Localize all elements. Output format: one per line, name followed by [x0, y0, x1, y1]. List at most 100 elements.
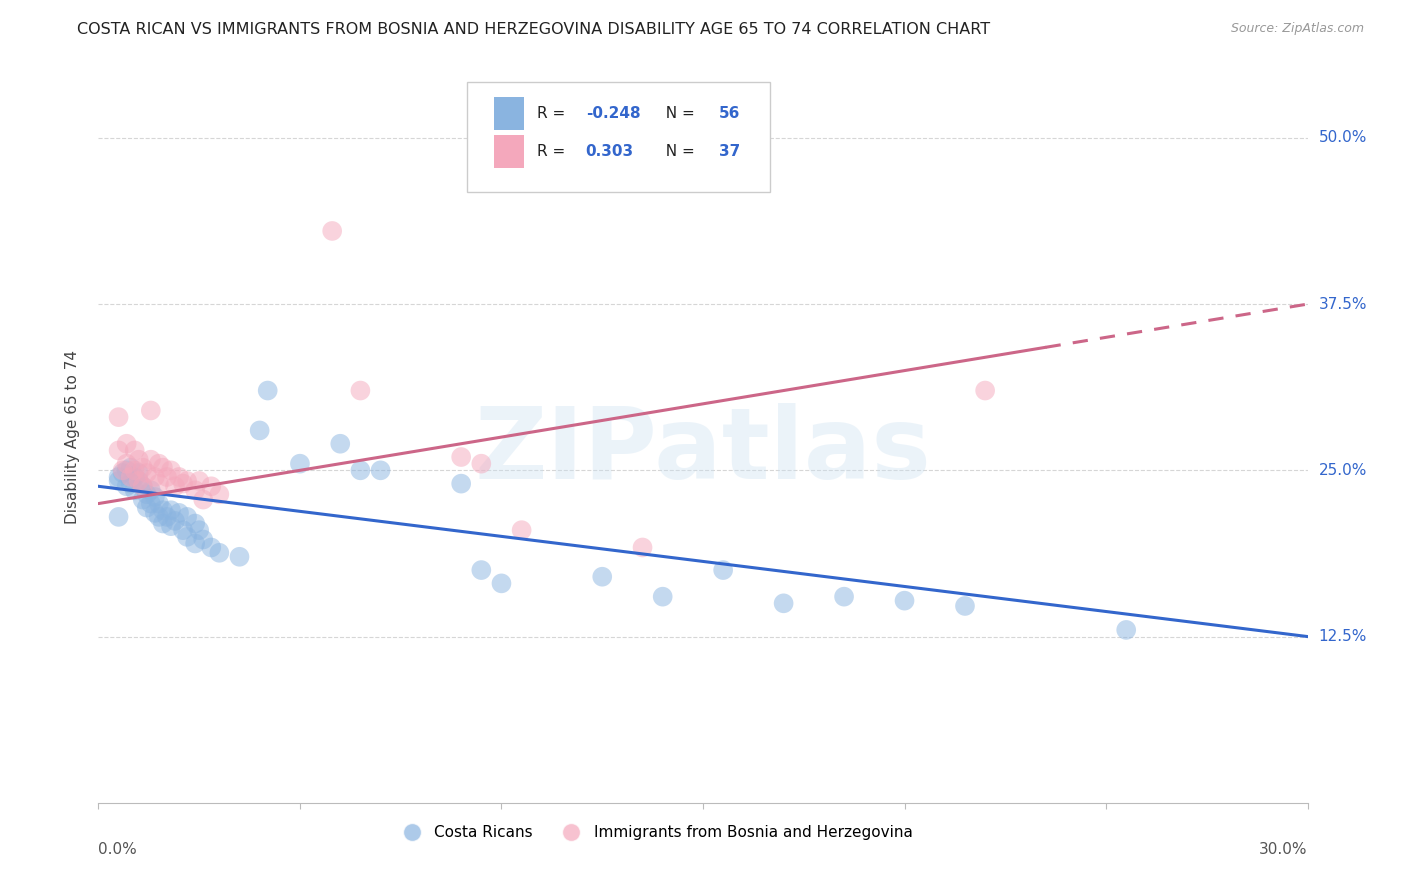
Point	[156, 470, 179, 484]
Point	[132, 479, 155, 493]
Point	[591, 570, 613, 584]
Point	[193, 533, 215, 547]
Text: 30.0%: 30.0%	[1260, 842, 1308, 856]
Text: COSTA RICAN VS IMMIGRANTS FROM BOSNIA AND HERZEGOVINA DISABILITY AGE 65 TO 74 CO: COSTA RICAN VS IMMIGRANTS FROM BOSNIA AN…	[77, 22, 990, 37]
Point	[132, 479, 155, 493]
Point	[450, 476, 472, 491]
Point	[152, 460, 174, 475]
Text: 37.5%: 37.5%	[1319, 297, 1367, 311]
Point	[135, 487, 157, 501]
Point	[148, 476, 170, 491]
Point	[184, 536, 207, 550]
Point	[176, 509, 198, 524]
Point	[115, 463, 138, 477]
FancyBboxPatch shape	[467, 82, 769, 192]
Bar	[494, 96, 524, 129]
Point	[193, 492, 215, 507]
Point	[208, 487, 231, 501]
Point	[111, 463, 134, 477]
Point	[349, 384, 371, 398]
Point	[120, 460, 142, 475]
Point	[176, 474, 198, 488]
Point	[510, 523, 533, 537]
Point	[115, 479, 138, 493]
Text: 25.0%: 25.0%	[1319, 463, 1367, 478]
Point	[470, 563, 492, 577]
Point	[111, 466, 134, 480]
Point	[148, 497, 170, 511]
Point	[115, 436, 138, 450]
Y-axis label: Disability Age 65 to 74: Disability Age 65 to 74	[65, 350, 80, 524]
Text: 37: 37	[718, 145, 740, 160]
Point	[124, 443, 146, 458]
Point	[107, 470, 129, 484]
Point	[832, 590, 855, 604]
Point	[143, 490, 166, 504]
Point	[163, 514, 186, 528]
Point	[631, 541, 654, 555]
Text: 0.303: 0.303	[586, 145, 634, 160]
Point	[172, 523, 194, 537]
Point	[349, 463, 371, 477]
Point	[329, 436, 352, 450]
Legend: Costa Ricans, Immigrants from Bosnia and Herzegovina: Costa Ricans, Immigrants from Bosnia and…	[389, 819, 920, 847]
Point	[167, 506, 190, 520]
Point	[953, 599, 976, 613]
Point	[143, 506, 166, 520]
Point	[184, 483, 207, 498]
Point	[160, 503, 183, 517]
Text: R =: R =	[537, 105, 571, 120]
Point	[139, 483, 162, 498]
Point	[176, 530, 198, 544]
Text: N =: N =	[655, 105, 699, 120]
Point	[128, 474, 150, 488]
Point	[139, 497, 162, 511]
Point	[200, 541, 222, 555]
Text: -0.248: -0.248	[586, 105, 640, 120]
Bar	[494, 136, 524, 169]
Point	[120, 470, 142, 484]
Point	[135, 500, 157, 515]
Point	[256, 384, 278, 398]
Point	[491, 576, 513, 591]
Point	[132, 460, 155, 475]
Point	[139, 452, 162, 467]
Text: 56: 56	[718, 105, 740, 120]
Text: N =: N =	[655, 145, 699, 160]
Text: R =: R =	[537, 145, 571, 160]
Text: 0.0%: 0.0%	[98, 842, 138, 856]
Text: Source: ZipAtlas.com: Source: ZipAtlas.com	[1230, 22, 1364, 36]
Point	[107, 410, 129, 425]
Point	[321, 224, 343, 238]
Point	[152, 503, 174, 517]
Point	[450, 450, 472, 464]
Point	[135, 466, 157, 480]
Point	[160, 519, 183, 533]
Text: 12.5%: 12.5%	[1319, 629, 1367, 644]
Point	[184, 516, 207, 531]
Point	[148, 509, 170, 524]
Point	[124, 463, 146, 477]
Point	[163, 479, 186, 493]
Point	[188, 474, 211, 488]
Point	[470, 457, 492, 471]
Point	[288, 457, 311, 471]
Text: 50.0%: 50.0%	[1319, 130, 1367, 145]
Point	[167, 470, 190, 484]
Point	[188, 523, 211, 537]
Point	[160, 463, 183, 477]
Point	[120, 476, 142, 491]
Point	[651, 590, 673, 604]
Point	[152, 516, 174, 531]
Point	[128, 474, 150, 488]
Point	[370, 463, 392, 477]
Point	[200, 479, 222, 493]
Point	[128, 466, 150, 480]
Point	[156, 509, 179, 524]
Point	[107, 509, 129, 524]
Point	[124, 483, 146, 498]
Point	[143, 470, 166, 484]
Point	[124, 470, 146, 484]
Point	[132, 492, 155, 507]
Text: ZIPatlas: ZIPatlas	[475, 403, 931, 500]
